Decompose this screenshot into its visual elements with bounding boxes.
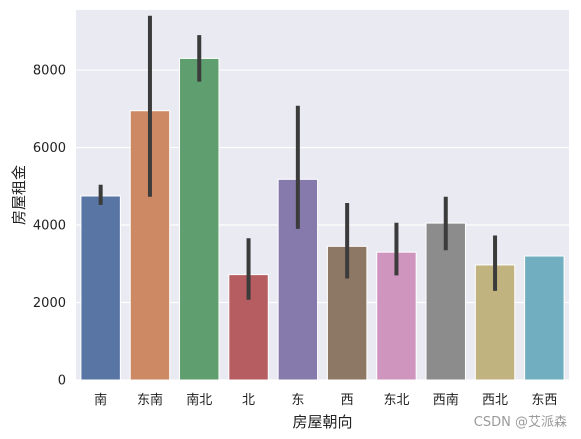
y-axis-title: 房屋租金: [10, 165, 28, 225]
watermark: CSDN @艾派森: [473, 415, 567, 430]
x-axis-title: 房屋朝向: [292, 413, 352, 431]
y-tick-label: 8000: [33, 64, 66, 79]
x-tick-label: 西: [341, 393, 354, 408]
x-tick-label: 东北: [383, 393, 409, 408]
x-tick-label: 南北: [186, 392, 212, 408]
x-tick-label: 北: [242, 393, 255, 408]
y-tick-label: 0: [58, 374, 66, 389]
bar: [228, 274, 269, 381]
y-tick-label: 6000: [33, 141, 66, 156]
x-tick-label: 南: [94, 392, 107, 408]
x-tick-labels: 南东南 南北北东西东北 西南 西北 东西: [94, 392, 557, 408]
x-tick-label: 东: [291, 393, 304, 408]
error-bars: [98, 15, 498, 300]
y-tick-label: 2000: [33, 296, 66, 311]
bar: [80, 195, 121, 381]
x-tick-label: 东西: [531, 393, 557, 408]
x-tick-label: 西北: [482, 393, 508, 408]
bar: [179, 57, 220, 381]
y-tick-labels: 0 2000 4000 6000 8000: [33, 64, 66, 389]
x-tick-label: 东南: [137, 392, 163, 408]
x-tick-label: 西南: [433, 392, 459, 408]
y-tick-label: 4000: [33, 219, 66, 234]
bar: [524, 255, 565, 381]
